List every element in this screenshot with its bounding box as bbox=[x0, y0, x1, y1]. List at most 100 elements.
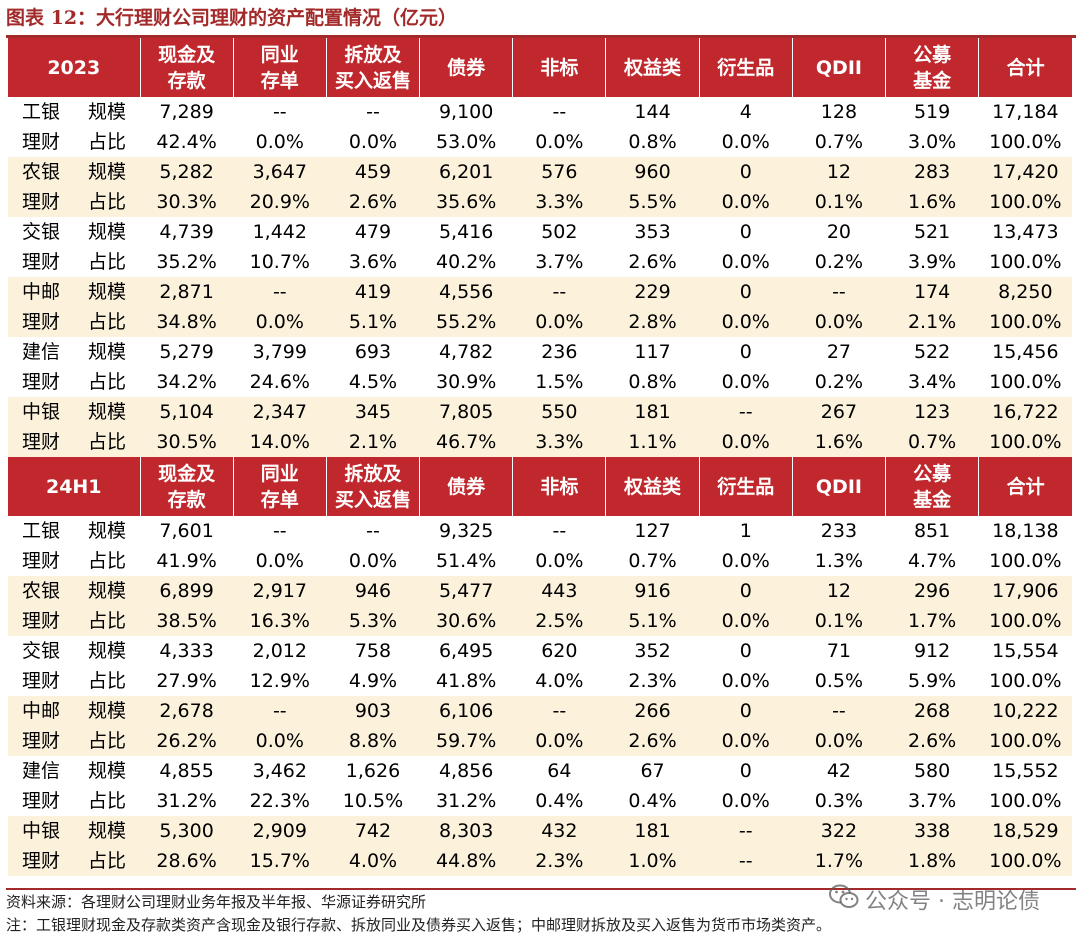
bank-name: 中邮 bbox=[8, 696, 74, 726]
table-cell: 432 bbox=[512, 816, 606, 846]
table-cell: 3,647 bbox=[233, 157, 327, 187]
bank-name: 建信 bbox=[21, 341, 60, 363]
table-cell: 0.0% bbox=[721, 131, 770, 153]
table-cell: 28.6% bbox=[140, 846, 234, 876]
column-header: 同业 存单 bbox=[232, 457, 327, 516]
table-cell: 522 bbox=[913, 341, 951, 363]
table-cell: 42 bbox=[826, 760, 852, 782]
table-row: 农银 规模 6,899 2,917 946 5,477 443 916 0 12 296 17,906 bbox=[8, 576, 1072, 606]
metric-label: 占比 bbox=[74, 606, 141, 636]
table-cell: 4,333 bbox=[159, 640, 214, 662]
table-cell: 30.3% bbox=[140, 187, 234, 217]
table-cell: 24.6% bbox=[249, 371, 310, 393]
table-cell: 6,106 bbox=[419, 696, 513, 726]
table-cell: -- bbox=[699, 397, 793, 427]
bank-name: 建信 bbox=[21, 760, 60, 782]
table-cell: 100.0% bbox=[978, 307, 1072, 337]
column-header: 非标 bbox=[512, 38, 606, 97]
table-cell: 31.2% bbox=[435, 790, 497, 812]
table-cell: 1.8% bbox=[885, 846, 979, 876]
table-cell: 8,303 bbox=[419, 816, 513, 846]
table-cell: 519 bbox=[913, 101, 951, 123]
column-header-line: 存单 bbox=[260, 488, 299, 511]
metric-label: 占比 bbox=[88, 550, 127, 572]
column-header-line: 拆放及 bbox=[344, 43, 402, 66]
metric-label: 规模 bbox=[74, 397, 141, 427]
column-header: 权益类 bbox=[605, 457, 700, 516]
table-cell: 0.0% bbox=[792, 307, 886, 337]
table-cell: 6,201 bbox=[419, 157, 513, 187]
table-cell: -- bbox=[699, 816, 793, 846]
table-cell: 42.4% bbox=[156, 131, 217, 153]
table-cell: 0.0% bbox=[535, 131, 584, 153]
table-row: 工银 规模 7,601 -- -- 9,325 -- 127 1 233 851 18,138 bbox=[8, 516, 1072, 546]
table-cell: 576 bbox=[512, 157, 606, 187]
footnote: 注：工银理财现金及存款类资产含现金及银行存款、拆放同业及债券买入返售；中邮理财拆… bbox=[6, 916, 832, 934]
table-cell: 4.9% bbox=[348, 670, 398, 692]
table-cell: 30.9% bbox=[435, 371, 497, 393]
table-cell: 5,477 bbox=[419, 576, 513, 606]
bank-name: 理财 bbox=[8, 187, 74, 217]
table-cell: 71 bbox=[826, 640, 852, 662]
table-cell: 2.5% bbox=[512, 606, 606, 636]
bank-name: 交银 bbox=[21, 221, 60, 243]
table-cell: 174 bbox=[885, 277, 979, 307]
table-cell: 3.0% bbox=[907, 131, 957, 153]
column-header: 现金及 存款 bbox=[139, 38, 234, 97]
bank-name: 农银 bbox=[8, 576, 74, 606]
metric-label: 占比 bbox=[88, 251, 127, 273]
metric-label: 占比 bbox=[74, 846, 141, 876]
table-cell: 4,556 bbox=[419, 277, 513, 307]
table-cell: 3,462 bbox=[252, 760, 307, 782]
table-cell: 3.3% bbox=[512, 187, 606, 217]
table-row: 理财 占比 30.5% 14.0% 2.1% 46.7% 3.3% 1.1% 0.0% 1.6% 0… bbox=[8, 427, 1072, 457]
section-header-row: 2023 现金及 存款 同业 存单 拆放及 买入返售 债券 非标 权益类 衍生品 QDII 公募 基金 合计 bbox=[8, 38, 1072, 97]
table-cell: 0 bbox=[699, 576, 793, 606]
column-header: 拆放及 买入返售 bbox=[325, 38, 420, 97]
period-label: 24H1 bbox=[8, 457, 141, 516]
column-header-line: 合计 bbox=[1006, 56, 1045, 79]
column-header: 衍生品 bbox=[698, 457, 793, 516]
table-cell: 5,282 bbox=[140, 157, 234, 187]
column-header-line: 权益类 bbox=[624, 475, 682, 498]
table-cell: 10,222 bbox=[978, 696, 1072, 726]
table-cell: 30.5% bbox=[140, 427, 234, 457]
metric-label: 规模 bbox=[74, 816, 141, 846]
column-header-line: 存款 bbox=[167, 69, 206, 92]
metric-label: 占比 bbox=[88, 670, 127, 692]
column-header-line: QDII bbox=[815, 56, 862, 79]
table-cell: 181 bbox=[605, 816, 700, 846]
table-cell: 10.7% bbox=[249, 251, 310, 273]
table-cell: 3.7% bbox=[907, 790, 957, 812]
table-cell: 8,250 bbox=[978, 277, 1072, 307]
table-cell: -- bbox=[233, 696, 327, 726]
table-cell: 15,554 bbox=[992, 640, 1059, 662]
table-cell: 4.0% bbox=[326, 846, 420, 876]
table-cell: 2.3% bbox=[628, 670, 677, 692]
table-cell: 0.0% bbox=[699, 427, 793, 457]
table-row: 理财 占比 34.8% 0.0% 5.1% 55.2% 0.0% 2.8% 0.0% 0.0% 2.… bbox=[8, 307, 1072, 337]
bank-name: 工银 bbox=[21, 520, 60, 542]
metric-label: 占比 bbox=[88, 131, 127, 153]
table-cell: 4,739 bbox=[159, 221, 214, 243]
table-cell: 0.0% bbox=[535, 550, 584, 572]
table-cell: 1.1% bbox=[605, 427, 700, 457]
metric-label: 规模 bbox=[88, 520, 127, 542]
table-cell: 0.0% bbox=[699, 606, 793, 636]
table-cell: 0.1% bbox=[792, 187, 886, 217]
table-cell: 0.0% bbox=[721, 550, 770, 572]
table-cell: 1,442 bbox=[252, 221, 307, 243]
table-cell: 502 bbox=[541, 221, 578, 243]
table-cell: 123 bbox=[885, 397, 979, 427]
bank-name: 理财 bbox=[21, 790, 60, 812]
metric-label: 占比 bbox=[74, 307, 141, 337]
table-cell: 0.7% bbox=[814, 131, 864, 153]
column-header: 债券 bbox=[419, 457, 513, 516]
column-header-line: 同业 bbox=[260, 43, 299, 66]
table-row: 理财 占比 35.2% 10.7% 3.6% 40.2% 3.7% 2.6% 0.0% 0.2% 3… bbox=[8, 247, 1072, 277]
table-cell: 0.0% bbox=[348, 131, 398, 153]
column-header-line: 基金 bbox=[913, 488, 952, 511]
bank-name: 理财 bbox=[8, 606, 74, 636]
bank-name: 理财 bbox=[21, 371, 60, 393]
table-cell: 0.2% bbox=[814, 251, 864, 273]
